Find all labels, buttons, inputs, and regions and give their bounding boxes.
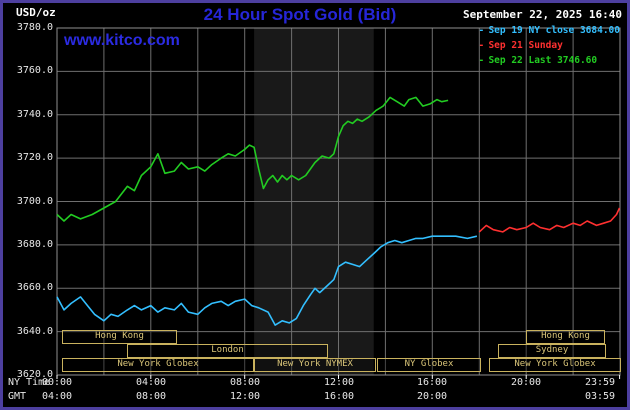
- x-tick-label-gmt: 04:00: [41, 391, 73, 402]
- y-tick-label: 3720.0: [16, 152, 53, 163]
- x-tick-label-ny: 16:00: [416, 377, 448, 388]
- y-tick-label: 3660.0: [16, 282, 53, 293]
- chart-title: 24 Hour Spot Gold (Bid): [203, 5, 397, 24]
- legend-item-1: - Sep 21 Sunday: [478, 38, 620, 53]
- x-tick-label-ny: 08:00: [229, 377, 261, 388]
- legend-item-0: - Sep 19 NY close 3684.00: [478, 23, 620, 38]
- x-tick-label-ny: 20:00: [510, 377, 542, 388]
- x-tick-label-gmt: 12:00: [229, 391, 261, 402]
- chart-datetime: September 22, 2025 16:40: [463, 8, 622, 21]
- x-tick-label-ny: 12:00: [323, 377, 355, 388]
- x-tick-label-ny: 00:00: [41, 377, 73, 388]
- legend-item-2: - Sep 22 Last 3746.60: [478, 53, 620, 68]
- legend-label: Sep 19 NY close 3684.00: [488, 25, 620, 36]
- legend-swatch: -: [478, 40, 485, 51]
- y-tick-label: 3760.0: [16, 65, 53, 76]
- y-tick-label: 3780.0: [16, 22, 53, 33]
- x-tick-label-gmt: 20:00: [416, 391, 448, 402]
- x-tick-label-gmt: 03:59: [584, 391, 616, 402]
- legend-label: Sep 21 Sunday: [488, 40, 563, 51]
- y-tick-label: 3620.0: [16, 369, 53, 380]
- x-tick-label-gmt: 08:00: [135, 391, 167, 402]
- price-line-sep22: [56, 96, 449, 222]
- legend-swatch: -: [478, 55, 485, 66]
- y-tick-label: 3680.0: [16, 239, 53, 250]
- kitco-link[interactable]: www.kitco.com: [64, 32, 180, 49]
- price-line-sep21: [478, 207, 621, 233]
- legend-label: Sep 22 Last 3746.60: [488, 55, 598, 66]
- y-axis-unit-label: USD/oz: [16, 6, 56, 19]
- ny-time-row-label: NY Time: [8, 377, 51, 388]
- legend: - Sep 19 NY close 3684.00- Sep 21 Sunday - S…: [478, 23, 620, 68]
- y-tick-label: 3640.0: [16, 326, 53, 337]
- x-tick-label-gmt: 16:00: [323, 391, 355, 402]
- x-tick-label-ny: 23:59: [584, 377, 616, 388]
- x-tick-label-ny: 04:00: [135, 377, 167, 388]
- legend-swatch: -: [478, 25, 485, 36]
- y-tick-label: 3740.0: [16, 109, 53, 120]
- gmt-row-label: GMT: [8, 391, 27, 402]
- y-tick-label: 3700.0: [16, 196, 53, 207]
- price-line-sep19: [56, 235, 478, 326]
